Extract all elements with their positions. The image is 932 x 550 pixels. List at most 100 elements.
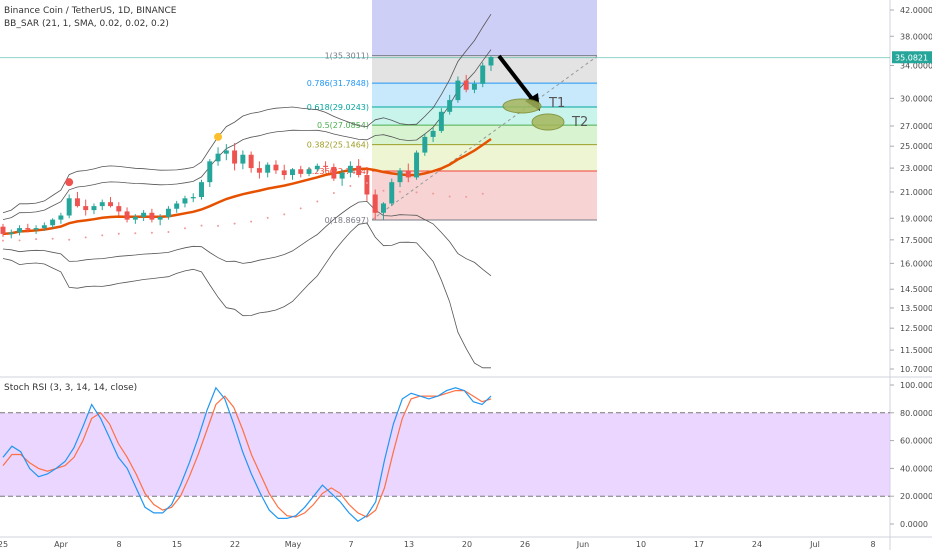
symbol-title: Binance Coin / TetherUS, 1D, BINANCE — [4, 6, 177, 16]
stoch-rsi-pane[interactable] — [0, 386, 890, 522]
candle-body — [438, 111, 444, 131]
sar-dot — [101, 234, 104, 237]
candle-body — [347, 165, 353, 173]
candles[interactable] — [0, 55, 494, 239]
candle-body — [273, 164, 279, 171]
candle — [298, 165, 304, 178]
price-tick: 17.5000 — [900, 236, 932, 245]
candle-body — [182, 198, 188, 204]
candle-body — [0, 226, 6, 234]
candle — [223, 144, 229, 161]
fibonacci-retracement[interactable]: 1(35.3011) 0.786(31.7848) 0.618(29.0243) 0.… — [0, 0, 890, 225]
lower-band — [2, 200, 492, 277]
candle-body — [174, 203, 180, 209]
stoch-tick: 0.0000 — [900, 520, 928, 529]
candle-body — [66, 198, 72, 216]
sar-dot — [349, 184, 352, 187]
candle-body — [447, 100, 453, 112]
candle — [240, 150, 246, 170]
trend-dash — [371, 55, 598, 221]
fib-zone — [372, 144, 597, 171]
candle-body — [323, 165, 329, 167]
sar-dot — [332, 192, 335, 195]
lower-band-2 — [2, 222, 491, 369]
candle-body — [463, 80, 469, 90]
candle — [83, 199, 89, 216]
candle — [66, 194, 72, 219]
candle-body — [58, 215, 64, 220]
time-tick: Jun — [576, 540, 590, 549]
candle-body — [149, 212, 155, 220]
candle — [25, 223, 31, 233]
sar-dot — [2, 239, 4, 242]
price-tick: 19.0000 — [900, 214, 932, 223]
candle — [372, 189, 378, 220]
sar-dot — [134, 232, 137, 235]
candle-body — [480, 65, 486, 84]
candle — [356, 159, 362, 178]
time-tick: 20 — [462, 540, 472, 549]
candle — [174, 200, 180, 213]
candle — [91, 203, 97, 215]
stoch-tick: 40.0000 — [900, 464, 932, 473]
candle — [422, 133, 428, 156]
price-tick: 34.0000 — [900, 61, 932, 70]
fib-label: 0.382(25.1464) — [307, 141, 369, 150]
candle-body — [124, 211, 130, 220]
candle — [58, 212, 64, 224]
fib-label: 0.618(29.0243) — [307, 103, 369, 112]
sar-dot — [167, 230, 170, 233]
fib-label: 0.5(27.0854) — [317, 121, 369, 130]
candle-body — [17, 228, 23, 233]
time-tick: 7 — [348, 540, 353, 549]
candle — [50, 218, 56, 229]
candle-body — [265, 164, 271, 173]
arrow-shaft — [497, 54, 535, 102]
candle-body — [248, 154, 254, 169]
price-tick: 23.0000 — [900, 164, 932, 173]
candle — [306, 166, 312, 177]
candle — [165, 206, 171, 220]
fib-zone — [372, 83, 597, 108]
sar-dot — [448, 195, 451, 198]
time-tick: 8 — [870, 540, 875, 549]
time-tick: 10 — [636, 540, 646, 549]
candle — [447, 94, 453, 115]
candle-body — [414, 152, 420, 178]
stoch-tick: 60.0000 — [900, 437, 932, 446]
time-tick: 24 — [752, 540, 762, 549]
candle-body — [99, 202, 105, 207]
candle — [8, 229, 14, 239]
fib-ext-zone — [372, 0, 597, 56]
last-price-label: 35.0821 — [895, 53, 928, 62]
candle — [232, 143, 238, 171]
candle-body — [331, 166, 337, 179]
annotations[interactable]: T1 T2 — [497, 54, 588, 131]
price-tick: 21.0000 — [900, 188, 932, 197]
candle-body — [422, 136, 428, 153]
candle — [314, 163, 320, 172]
signal-marker — [65, 178, 74, 187]
candle — [33, 225, 39, 234]
candle — [132, 214, 138, 224]
candle — [323, 161, 329, 171]
time-tick: Apr — [54, 540, 69, 549]
candle-body — [141, 212, 147, 217]
upper-band — [2, 49, 492, 220]
candle-body — [339, 172, 345, 179]
candle — [347, 161, 353, 178]
candle — [116, 202, 122, 216]
candle — [99, 199, 105, 211]
sar-dot — [233, 222, 236, 225]
sar-dot — [415, 191, 418, 194]
sar-dot — [117, 232, 120, 235]
candle-body — [389, 182, 395, 204]
signal-marker — [214, 132, 223, 141]
time-tick: 22 — [230, 540, 240, 549]
sar-dot — [299, 207, 302, 210]
candle-body — [306, 169, 312, 174]
candle-body — [430, 130, 436, 137]
target-ellipse-t1 — [502, 98, 542, 114]
time-tick: 15 — [172, 540, 182, 549]
